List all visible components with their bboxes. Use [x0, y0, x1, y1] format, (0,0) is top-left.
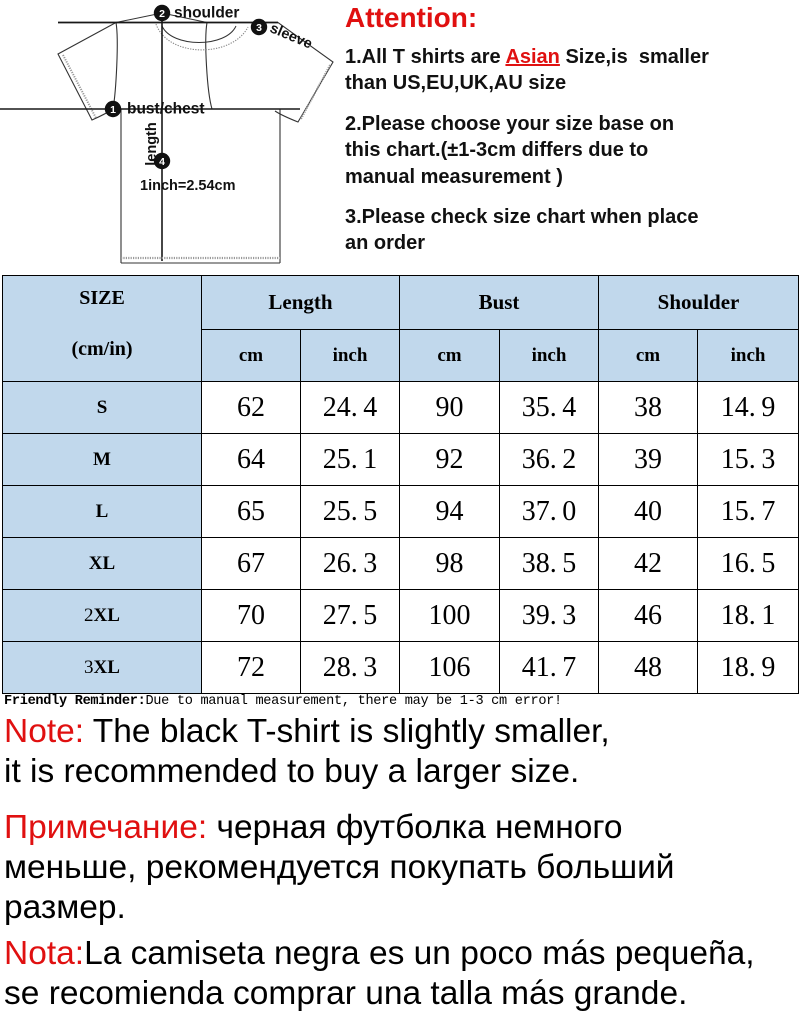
- svg-text:2: 2: [159, 8, 165, 20]
- svg-text:length: length: [144, 122, 160, 166]
- svg-text:1inch=2.54cm: 1inch=2.54cm: [140, 178, 236, 194]
- svg-text:3: 3: [256, 22, 262, 34]
- svg-text:sleeve: sleeve: [267, 20, 314, 52]
- svg-text:1: 1: [110, 104, 116, 116]
- svg-text:shoulder: shoulder: [174, 5, 239, 22]
- svg-text:bust/chest: bust/chest: [127, 101, 205, 118]
